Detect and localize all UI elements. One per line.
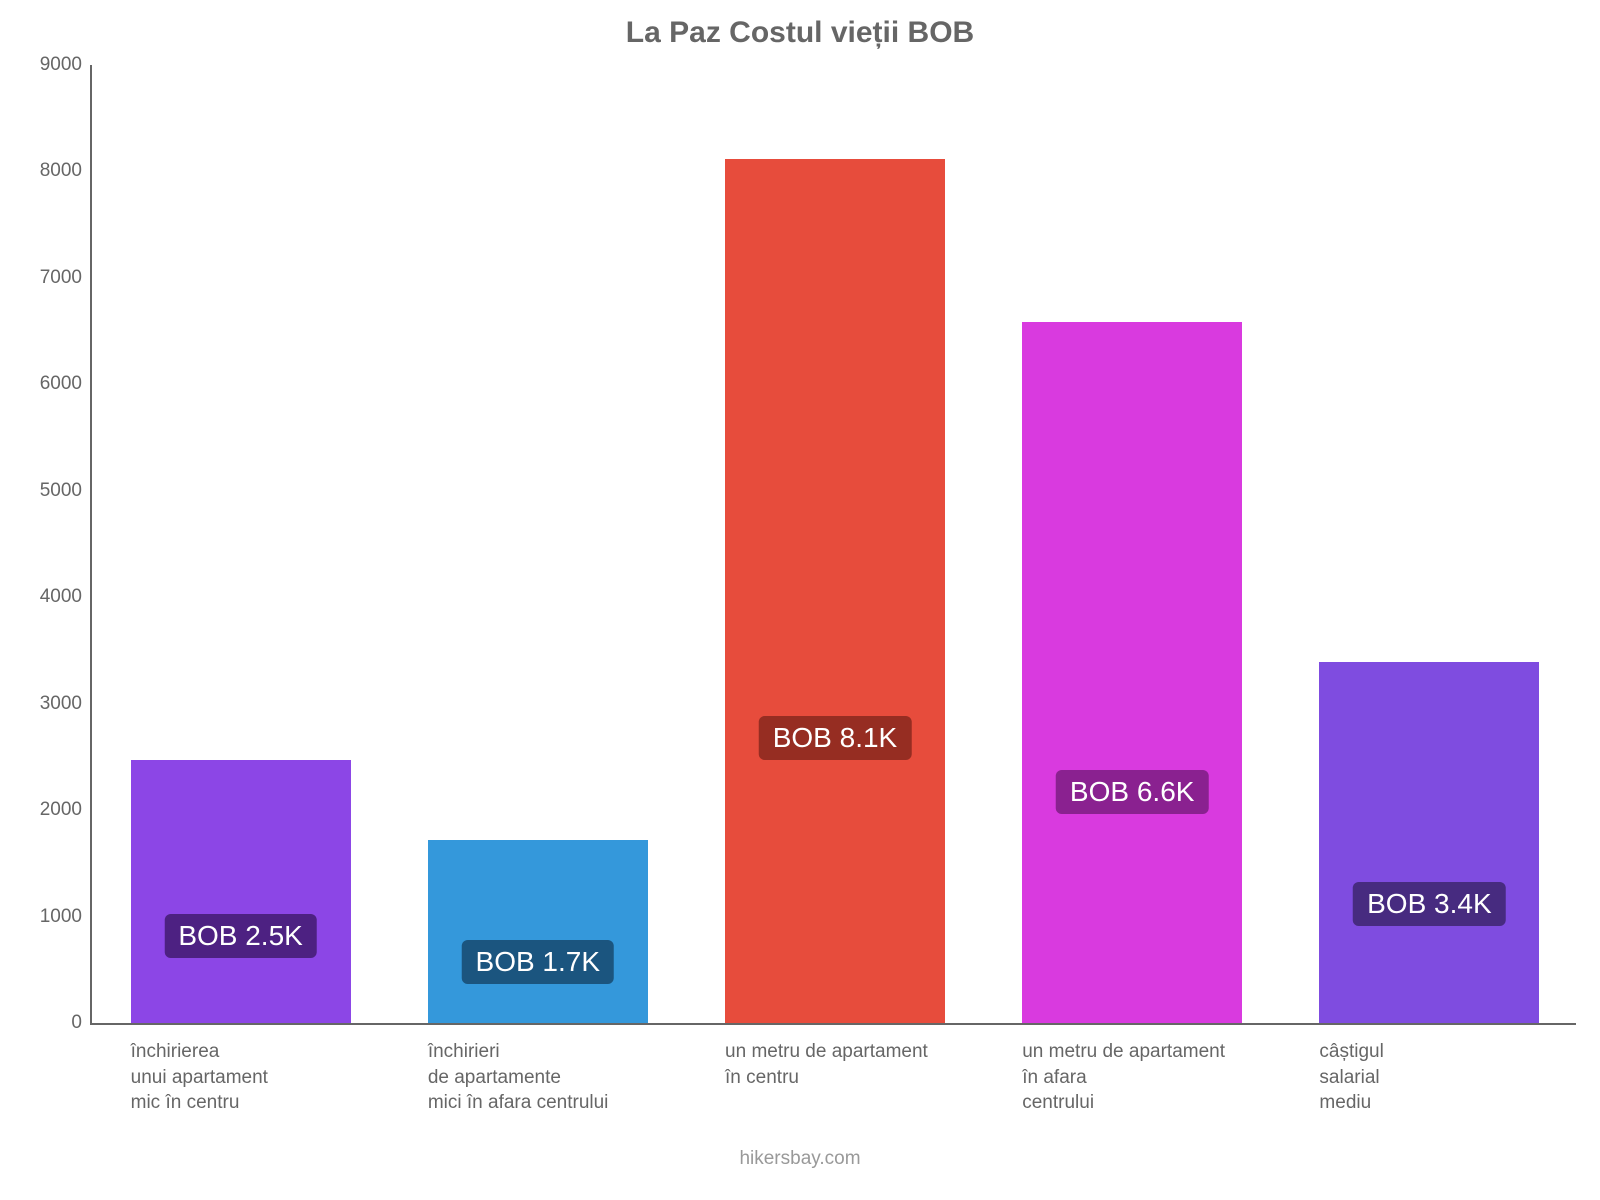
- x-tick-line: de apartamente: [428, 1065, 648, 1091]
- bar: BOB 8.1K: [725, 159, 945, 1023]
- x-tick-line: câștigul: [1319, 1039, 1539, 1065]
- x-tick-label: un metru de apartamentîn afaracentrului: [1022, 1023, 1242, 1116]
- bar: BOB 1.7K: [428, 840, 648, 1023]
- x-tick-line: mediu: [1319, 1090, 1539, 1116]
- bar-value-label: BOB 3.4K: [1353, 882, 1506, 926]
- x-tick-line: în centru: [725, 1065, 945, 1091]
- bar: BOB 2.5K: [131, 760, 351, 1023]
- bar-value-label: BOB 1.7K: [462, 940, 615, 984]
- y-tick-label: 3000: [40, 693, 92, 715]
- y-tick-label: 6000: [40, 373, 92, 395]
- bar: BOB 3.4K: [1319, 662, 1539, 1023]
- y-tick-label: 2000: [40, 799, 92, 821]
- bar: BOB 6.6K: [1022, 322, 1242, 1023]
- x-tick-line: mic în centru: [131, 1090, 351, 1116]
- y-tick-label: 0: [71, 1012, 92, 1034]
- footer-credit: hikersbay.com: [0, 1148, 1600, 1170]
- bar-value-label: BOB 6.6K: [1056, 770, 1209, 814]
- x-tick-line: mici în afara centrului: [428, 1090, 648, 1116]
- x-tick-line: un metru de apartament: [1022, 1039, 1242, 1065]
- x-tick-line: închirieri: [428, 1039, 648, 1065]
- x-tick-label: închirieride apartamentemici în afara ce…: [428, 1023, 648, 1116]
- y-tick-label: 9000: [40, 54, 92, 76]
- y-tick-label: 4000: [40, 586, 92, 608]
- y-tick-label: 5000: [40, 480, 92, 502]
- bar-value-label: BOB 8.1K: [759, 716, 912, 760]
- x-tick-label: un metru de apartamentîn centru: [725, 1023, 945, 1090]
- y-tick-label: 7000: [40, 267, 92, 289]
- bar-value-label: BOB 2.5K: [164, 914, 317, 958]
- plot-area: 0100020003000400050006000700080009000 BO…: [90, 65, 1576, 1025]
- x-tick-line: închirierea: [131, 1039, 351, 1065]
- x-tick-line: salarial: [1319, 1065, 1539, 1091]
- x-tick-line: centrului: [1022, 1090, 1242, 1116]
- x-tick-line: unui apartament: [131, 1065, 351, 1091]
- chart-title: La Paz Costul vieții BOB: [0, 16, 1600, 50]
- x-tick-line: un metru de apartament: [725, 1039, 945, 1065]
- x-tick-label: câștigulsalarialmediu: [1319, 1023, 1539, 1116]
- x-tick-line: în afara: [1022, 1065, 1242, 1091]
- y-tick-label: 8000: [40, 160, 92, 182]
- y-tick-label: 1000: [40, 906, 92, 928]
- x-tick-label: închiriereaunui apartamentmic în centru: [131, 1023, 351, 1116]
- chart-container: La Paz Costul vieții BOB 010002000300040…: [0, 0, 1600, 1200]
